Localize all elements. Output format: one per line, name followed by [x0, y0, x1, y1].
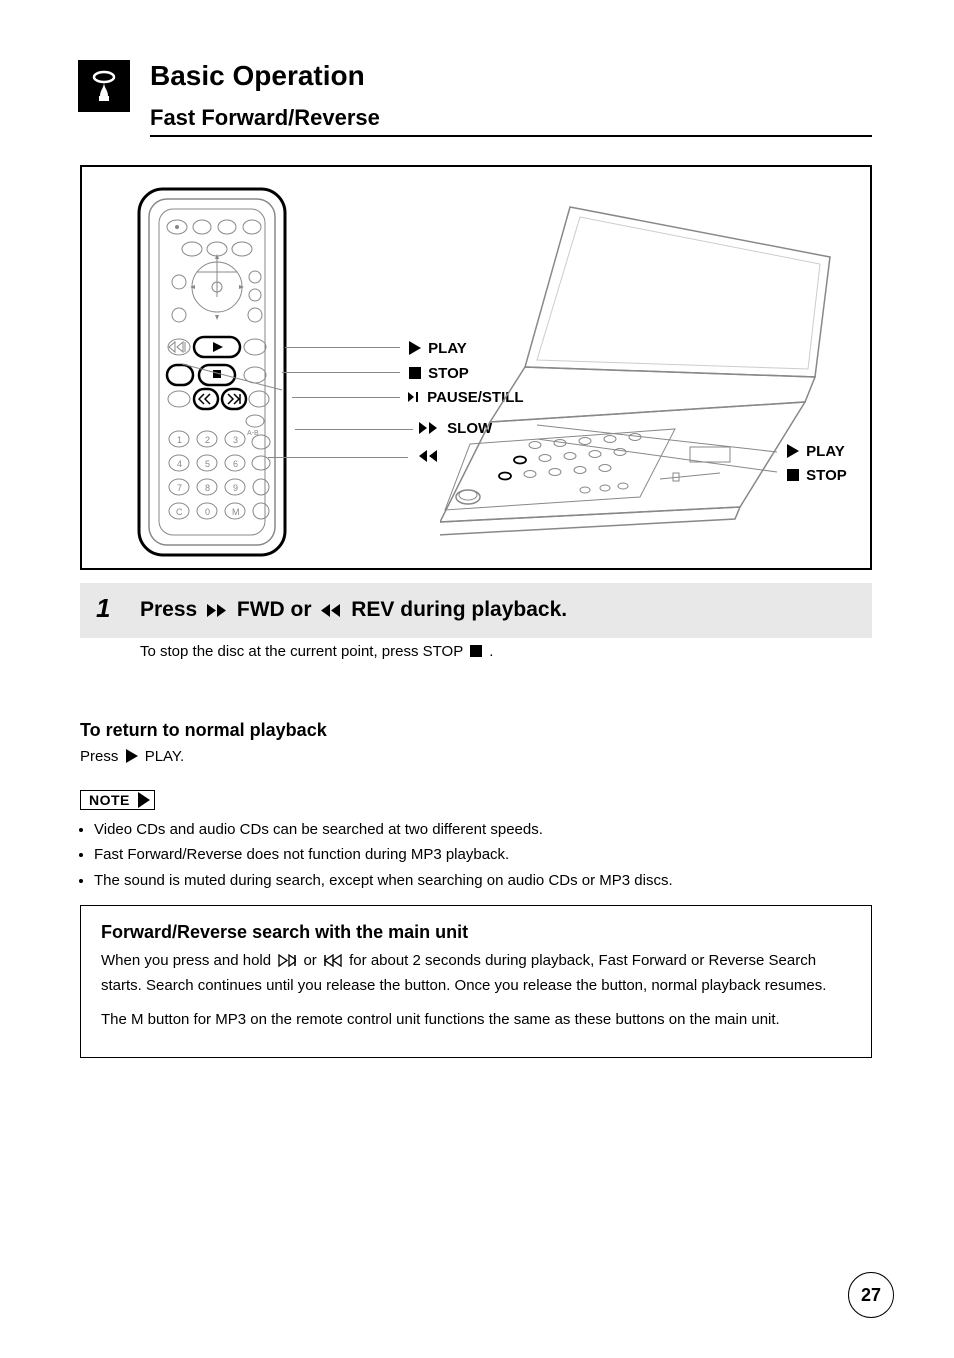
step-number: 1: [96, 593, 110, 624]
subnote-p1: When you press and hold or for about 2 s…: [101, 949, 851, 998]
callout-line: [292, 397, 400, 398]
subnote-title: Forward/Reverse search with the main uni…: [101, 922, 851, 943]
svg-text:2: 2: [205, 435, 210, 445]
svg-text:3: 3: [233, 435, 238, 445]
section-title: Fast Forward/Reverse: [150, 105, 872, 137]
stop-icon: [409, 367, 421, 379]
stop-icon: [470, 645, 482, 657]
svg-text:4: 4: [177, 459, 182, 469]
note-list: Video CDs and audio CDs can be searched …: [80, 818, 860, 894]
page-number: 27: [848, 1272, 894, 1318]
chapter-title: Basic Operation: [150, 60, 365, 92]
step-text: REV during playback.: [351, 598, 567, 621]
step-body: To stop the disc at the current point, p…: [140, 640, 860, 663]
callout-line: [285, 347, 400, 348]
resume-heading: To return to normal playback: [80, 720, 327, 741]
callout-line: [268, 457, 408, 458]
callout-line: [182, 362, 287, 392]
note-label: NOTE: [89, 792, 130, 808]
rew-icon: [320, 597, 342, 626]
svg-text:9: 9: [233, 483, 238, 493]
subnote-text: or: [303, 952, 321, 969]
subnote-text: When you press and hold: [101, 952, 275, 969]
body-text: Press: [80, 748, 123, 765]
ff-icon: [206, 597, 228, 626]
stop-icon: [787, 469, 799, 481]
resume-body: Press PLAY.: [80, 745, 860, 768]
chapter-icon: [78, 60, 130, 112]
callout-line: [282, 372, 400, 373]
subnote-p2: The M button for MP3 on the remote contr…: [101, 1008, 851, 1031]
callout-text: STOP: [806, 467, 847, 484]
play-icon: [409, 341, 421, 355]
body-text: .: [489, 643, 493, 660]
svg-text:1: 1: [177, 435, 182, 445]
svg-text:C: C: [176, 507, 183, 517]
rew-icon: [418, 449, 440, 467]
subnote-box: Forward/Reverse search with the main uni…: [80, 905, 872, 1058]
step-heading: Press FWD or REV during playback.: [140, 595, 854, 626]
callout-slow-rev: [415, 448, 443, 467]
body-text: To stop the disc at the current point, p…: [140, 643, 467, 660]
play-icon: [787, 444, 799, 458]
svg-text:7: 7: [177, 483, 182, 493]
callout-line: [295, 429, 413, 430]
body-text: PLAY.: [145, 748, 184, 765]
heading-text: To return to normal playback: [80, 720, 327, 740]
note-badge: NOTE: [80, 790, 155, 810]
diagram-box: A-B 1 2 3 4 5 6 7 8 9 C 0 M: [80, 165, 872, 570]
svg-text:6: 6: [233, 459, 238, 469]
svg-text:5: 5: [205, 459, 210, 469]
skip-rev-icon: [324, 951, 342, 974]
device-callout-play: PLAY: [784, 443, 845, 460]
step-box: 1 Press FWD or REV during playback.: [80, 583, 872, 638]
svg-text:M: M: [232, 507, 240, 517]
step-text: FWD or: [237, 598, 317, 621]
svg-text:8: 8: [205, 483, 210, 493]
page: Basic Operation Fast Forward/Reverse: [0, 0, 954, 1358]
step-text: Press: [140, 598, 203, 621]
note-item: Fast Forward/Reverse does not function d…: [94, 843, 860, 866]
svg-text:0: 0: [205, 507, 210, 517]
pause-still-icon: [406, 390, 420, 408]
skip-fwd-icon: [278, 951, 296, 974]
play-icon: [126, 749, 138, 763]
callout-text: PLAY: [806, 443, 845, 460]
device-callout-stop: STOP: [784, 467, 847, 484]
note-item: Video CDs and audio CDs can be searched …: [94, 818, 860, 841]
ff-icon: [418, 421, 440, 439]
note-item: The sound is muted during search, except…: [94, 869, 860, 892]
